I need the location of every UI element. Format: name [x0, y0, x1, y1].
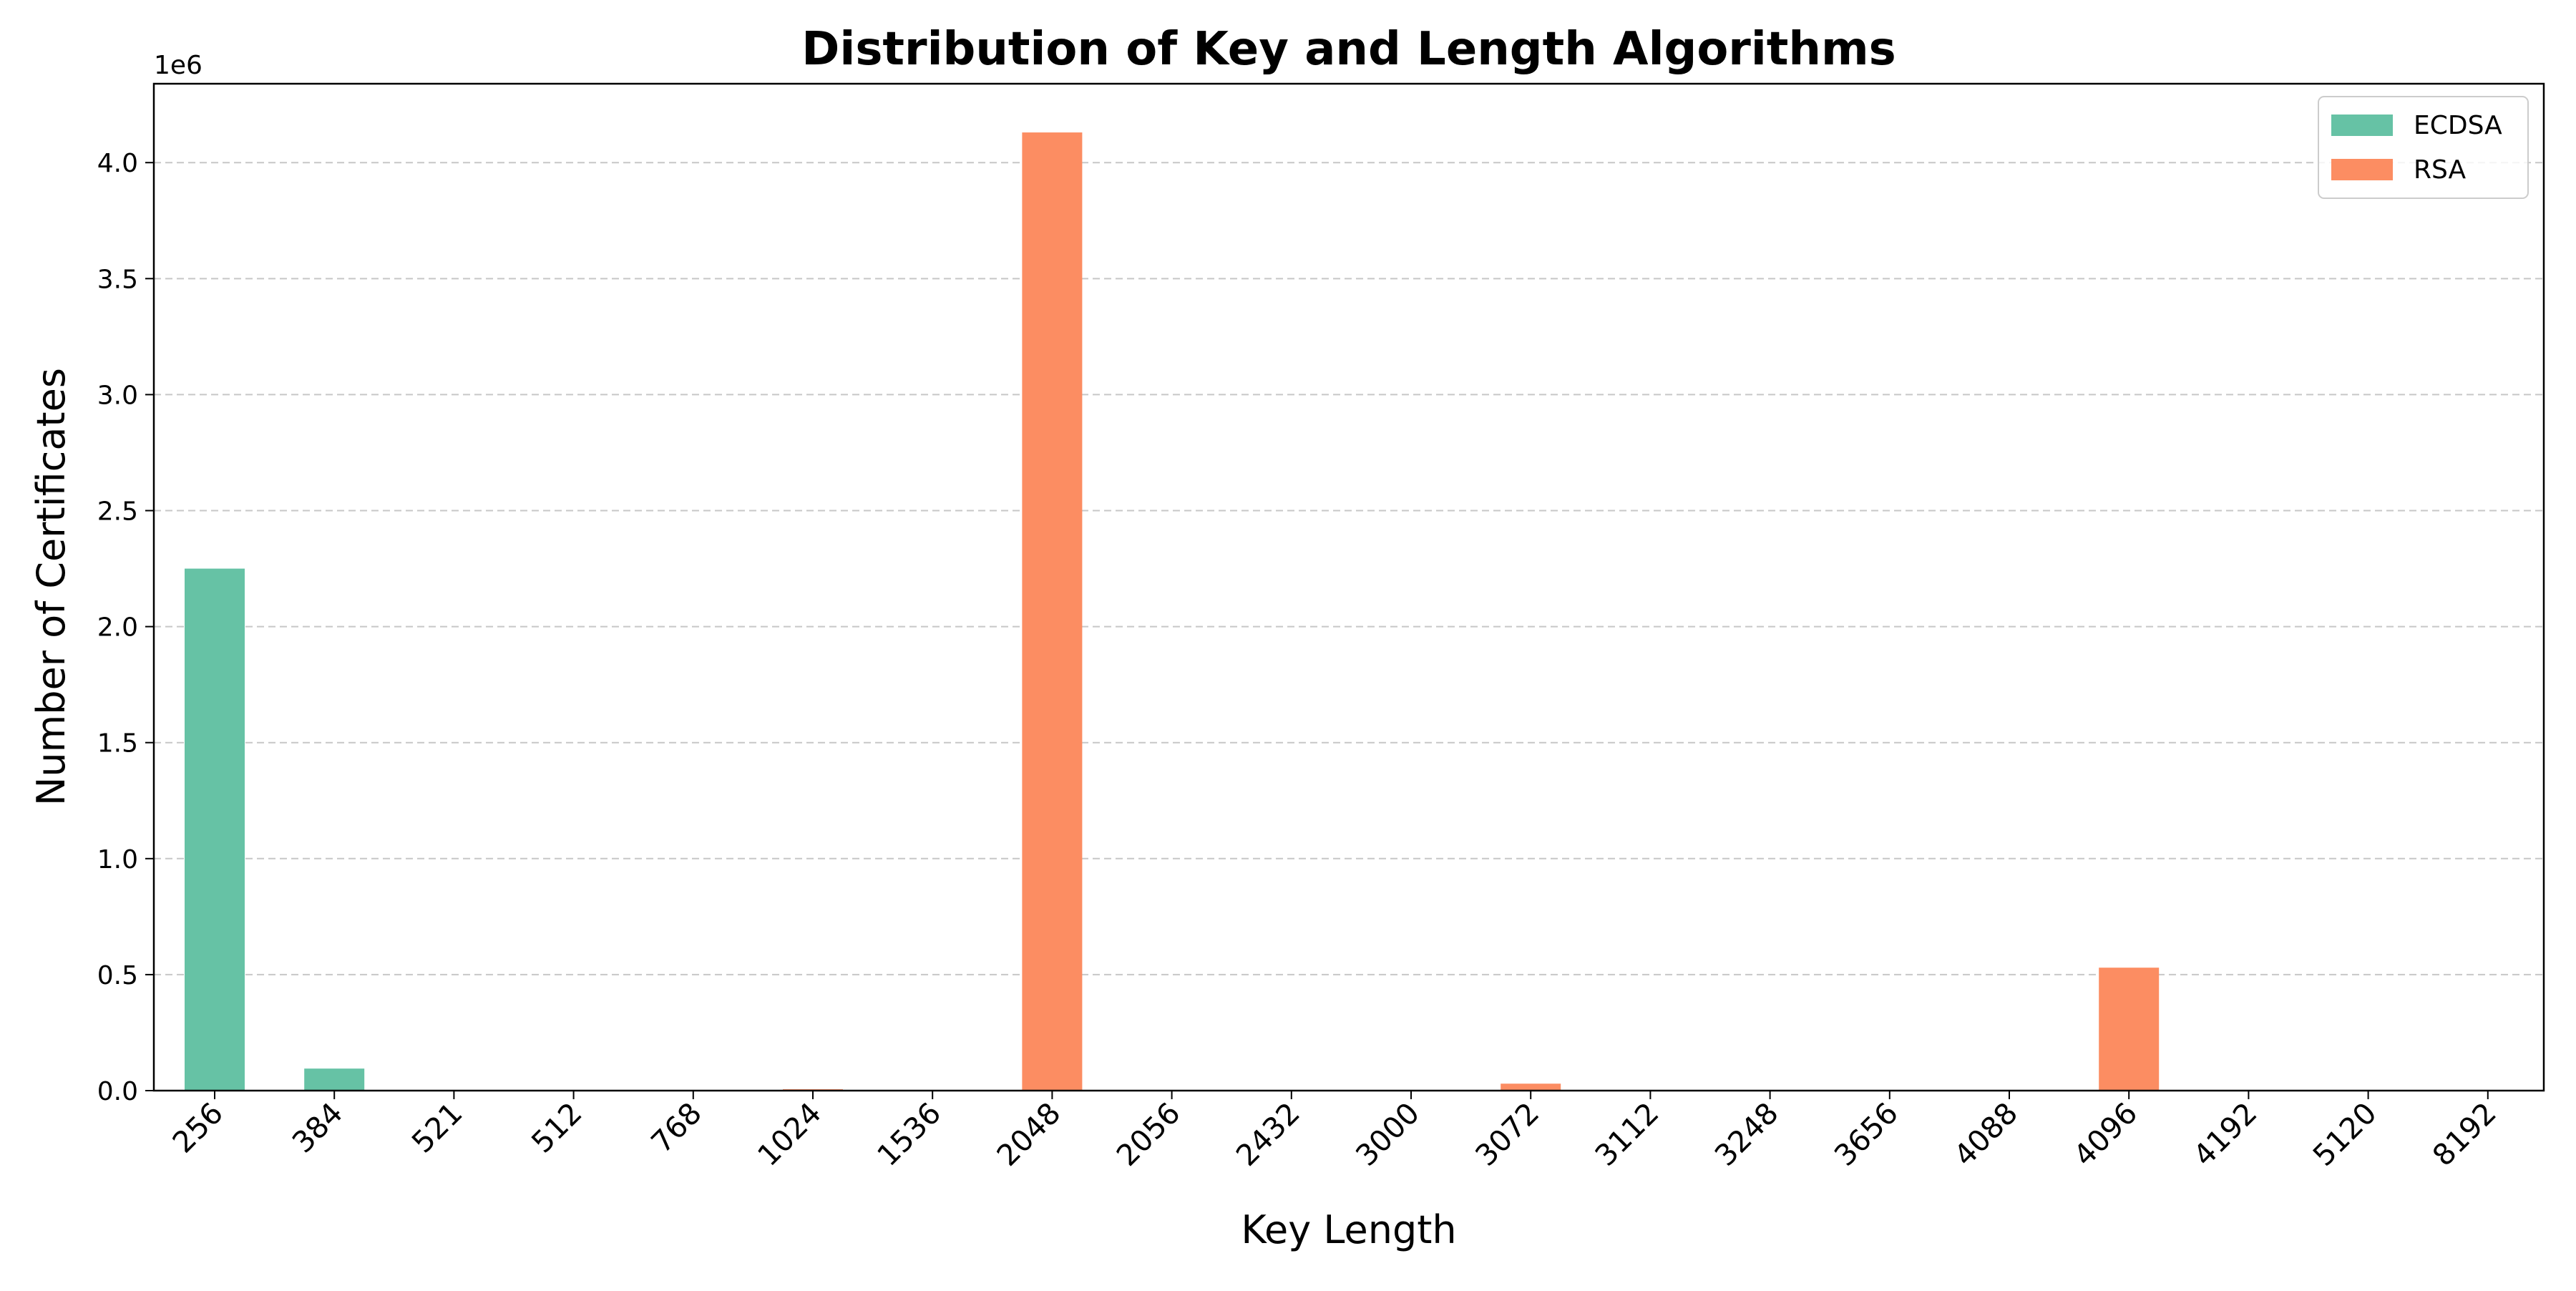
- y-tick-label: 2.5: [97, 497, 138, 527]
- y-tick-label: 2.0: [97, 613, 138, 643]
- y-tick-label: 1.5: [97, 729, 138, 759]
- chart-title: Distribution of Key and Length Algorithm…: [801, 23, 1896, 76]
- x-axis-label: Key Length: [1241, 1207, 1456, 1252]
- legend: ECDSA RSA: [2318, 96, 2529, 199]
- legend-swatch-rsa: [2331, 159, 2393, 180]
- legend-label-rsa: RSA: [2414, 155, 2467, 185]
- y-axis-ticks: 0.0 0.5 1.0 1.5 2.0 2.5 3.0 3.5 4.0: [97, 149, 154, 1106]
- bar-ecdsa-256: [185, 568, 245, 1091]
- plot-frame: [152, 82, 2545, 1092]
- bar-rsa-3072: [1501, 1083, 1561, 1091]
- y-axis-label: Number of Certificates: [29, 368, 74, 806]
- y-tick-label: 3.5: [97, 265, 138, 294]
- legend-label-ecdsa: ECDSA: [2414, 111, 2502, 140]
- legend-swatch-ecdsa: [2331, 115, 2393, 136]
- bar-rsa-4096: [2099, 968, 2160, 1091]
- bar-ecdsa-384: [304, 1068, 365, 1091]
- y-tick-label: 1.0: [97, 845, 138, 875]
- bars: [185, 132, 2518, 1091]
- bar-rsa-2048: [1022, 132, 1083, 1091]
- y-tick-label: 4.0: [97, 149, 138, 178]
- y-tick-label: 0.0: [97, 1077, 138, 1106]
- y-tick-label: 3.0: [97, 381, 138, 410]
- y-tick-label: 0.5: [97, 961, 138, 990]
- y-axis-offset-label: 1e6: [154, 51, 203, 80]
